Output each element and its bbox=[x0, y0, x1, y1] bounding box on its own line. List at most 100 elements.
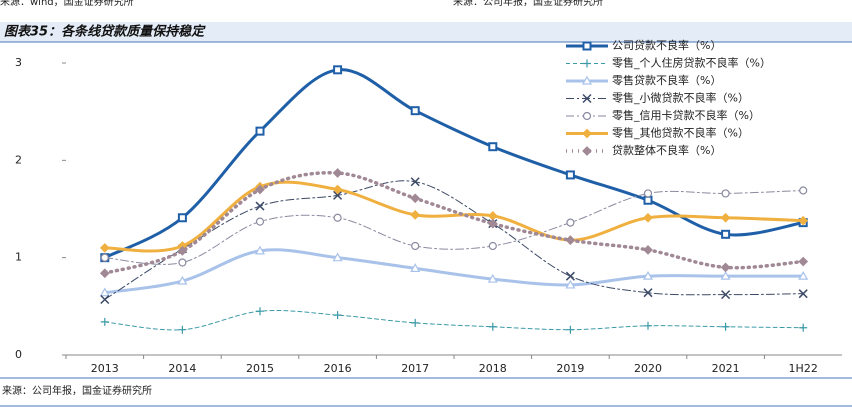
data-point bbox=[410, 177, 420, 187]
data-point bbox=[720, 270, 731, 280]
data-point bbox=[410, 263, 421, 272]
data-point bbox=[643, 245, 653, 255]
data-point bbox=[488, 322, 497, 331]
data-point bbox=[643, 288, 653, 298]
y-tick-label: 0 bbox=[15, 348, 22, 361]
header-source-right: 来源：公司年报，国金证券研究所 bbox=[453, 0, 603, 8]
legend-marker bbox=[582, 41, 592, 51]
data-point bbox=[643, 195, 653, 205]
x-tick-label: 2014 bbox=[168, 362, 196, 375]
x-tick-label: 2013 bbox=[91, 362, 119, 375]
data-point bbox=[799, 323, 808, 332]
data-point bbox=[565, 271, 575, 281]
data-point bbox=[254, 245, 266, 255]
x-tick-label: 2015 bbox=[246, 362, 274, 375]
data-point bbox=[487, 273, 498, 283]
data-point bbox=[100, 294, 110, 305]
footer-source: 来源：公司年报，国金证券研究所 bbox=[2, 384, 152, 397]
data-point bbox=[333, 190, 343, 200]
legend-marker bbox=[582, 93, 592, 104]
data-point bbox=[798, 256, 809, 267]
legend-label: 贷款整体不良率（%） bbox=[612, 143, 721, 157]
legend-marker bbox=[582, 146, 592, 156]
legend-label: 零售贷款不良率（%） bbox=[612, 73, 721, 87]
data-point bbox=[488, 241, 497, 251]
x-tick-label: 2018 bbox=[479, 362, 507, 375]
data-point bbox=[720, 212, 731, 223]
legend-label: 零售_其他贷款不良率（%） bbox=[612, 126, 749, 140]
data-point bbox=[177, 246, 188, 256]
data-point bbox=[410, 193, 421, 204]
legend-marker bbox=[582, 111, 592, 121]
data-point bbox=[332, 252, 343, 262]
data-point bbox=[255, 126, 265, 136]
y-tick-label: 1 bbox=[15, 251, 22, 264]
data-point bbox=[565, 279, 576, 289]
data-point bbox=[565, 235, 576, 245]
x-tick-label: 2021 bbox=[712, 362, 740, 375]
legend-label: 零售_信用卡贷款不良率（%） bbox=[612, 108, 760, 122]
data-point bbox=[488, 142, 498, 152]
data-point bbox=[411, 241, 420, 251]
legend-label: 零售_小微贷款不良率（%） bbox=[612, 91, 749, 105]
data-point bbox=[333, 65, 343, 75]
data-point bbox=[566, 325, 575, 334]
data-point bbox=[798, 289, 808, 299]
data-point bbox=[721, 290, 731, 300]
series-line bbox=[104, 309, 804, 331]
data-point bbox=[798, 270, 809, 280]
data-point bbox=[643, 189, 653, 198]
data-point bbox=[178, 325, 187, 334]
legend-marker bbox=[583, 59, 591, 68]
legend-marker bbox=[582, 128, 592, 139]
header-source-left: 来源：wind，国金证券研究所 bbox=[0, 0, 134, 8]
title-band bbox=[0, 22, 852, 42]
series-line bbox=[104, 190, 804, 265]
x-tick-label: 2019 bbox=[556, 362, 584, 375]
data-point bbox=[100, 253, 109, 262]
data-point bbox=[643, 212, 653, 223]
data-point bbox=[332, 184, 343, 195]
data-point bbox=[255, 201, 265, 211]
data-point bbox=[256, 307, 264, 316]
x-tick-label: 1H22 bbox=[789, 362, 818, 375]
data-point bbox=[411, 318, 420, 327]
data-point bbox=[99, 268, 110, 279]
data-point bbox=[642, 270, 654, 280]
data-point bbox=[644, 321, 652, 330]
data-point bbox=[410, 106, 420, 116]
series-line bbox=[103, 180, 805, 253]
x-tick-label: 2017 bbox=[401, 362, 429, 375]
data-point bbox=[332, 168, 343, 178]
data-point bbox=[487, 210, 498, 221]
data-point bbox=[333, 311, 342, 320]
data-point bbox=[565, 170, 575, 180]
data-point bbox=[487, 218, 498, 229]
data-point bbox=[255, 184, 265, 195]
data-point bbox=[100, 317, 109, 326]
legend-marker bbox=[581, 75, 593, 85]
y-tick-label: 2 bbox=[15, 153, 22, 166]
legend-label: 公司贷款不良率（%） bbox=[612, 38, 721, 52]
data-point bbox=[566, 218, 575, 227]
data-point bbox=[333, 213, 342, 222]
series-line bbox=[104, 180, 804, 301]
data-point bbox=[721, 189, 730, 198]
data-point bbox=[178, 258, 187, 267]
x-tick-label: 2016 bbox=[324, 362, 352, 375]
data-point bbox=[410, 209, 421, 220]
y-tick-label: 3 bbox=[15, 56, 22, 69]
legend-label: 零售_个人住房贷款不良率（%） bbox=[612, 56, 771, 70]
series-line bbox=[103, 170, 805, 275]
data-point bbox=[177, 275, 188, 285]
data-point bbox=[720, 262, 731, 273]
data-point bbox=[721, 229, 731, 239]
data-point bbox=[255, 217, 265, 226]
data-point bbox=[799, 186, 808, 195]
data-point bbox=[177, 213, 187, 223]
chart-title: 图表35：各条线贷款质量保持稳定 bbox=[4, 24, 206, 40]
data-point bbox=[721, 322, 730, 331]
data-point bbox=[798, 215, 809, 226]
